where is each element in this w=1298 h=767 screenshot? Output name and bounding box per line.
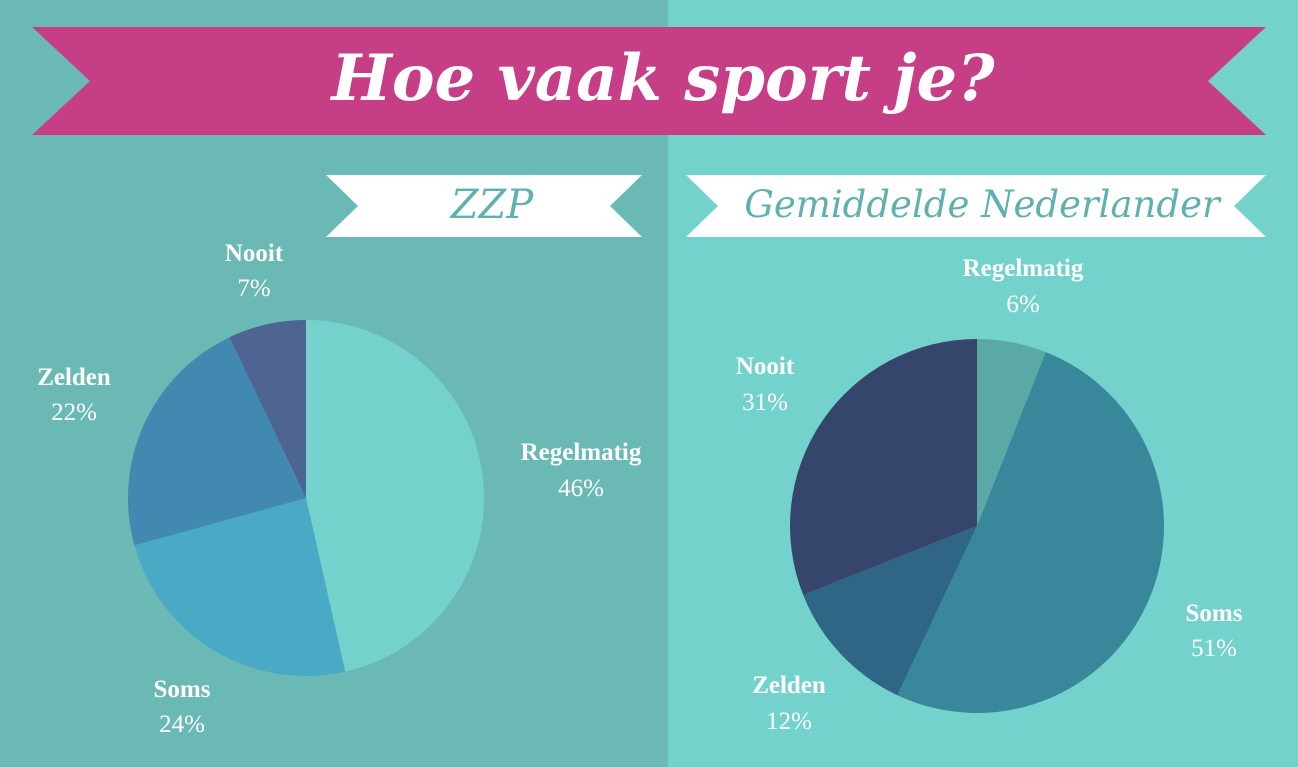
label-zelden-zzp: Zelden <box>37 364 111 391</box>
pie-slice-regelmatig-zzp <box>306 320 485 672</box>
label-soms-zzp: Soms <box>154 676 211 703</box>
page-title: Hoe vaak sport je? <box>329 41 995 116</box>
value-regelmatig-zzp: 46% <box>558 475 604 502</box>
pie-slice-nooit-zzp <box>229 320 306 498</box>
label-nooit-nl: Nooit <box>736 353 795 380</box>
label-group-zzp: Regelmatig 46% Soms 24% Zelden 22% Nooit… <box>37 240 642 738</box>
pie-chart-zzp <box>128 320 485 676</box>
value-zelden-nl: 12% <box>766 708 812 735</box>
pie-chart-nederlander <box>789 339 1165 714</box>
label-regelmatig-zzp: Regelmatig <box>521 439 642 466</box>
pie-slice-zelden-zzp <box>128 337 306 546</box>
value-soms-nl: 51% <box>1191 635 1237 662</box>
label-regelmatig-nl: Regelmatig <box>963 255 1084 282</box>
value-zelden-zzp: 22% <box>51 399 97 426</box>
chart-title-zzp: ZZP <box>449 182 535 228</box>
label-soms-nl: Soms <box>1186 600 1243 627</box>
label-zelden-nl: Zelden <box>752 672 826 699</box>
value-nooit-nl: 31% <box>742 389 788 416</box>
pie-slice-nooit-nl <box>789 339 977 595</box>
title-banner <box>32 27 1266 135</box>
label-nooit-zzp: Nooit <box>225 240 284 267</box>
value-soms-zzp: 24% <box>159 711 205 738</box>
value-nooit-zzp: 7% <box>237 275 270 302</box>
pie-slice-soms-zzp <box>134 498 346 676</box>
pie-slice-soms-nl <box>897 352 1165 714</box>
pie-slice-zelden-nl <box>803 526 977 696</box>
ribbon-left <box>326 175 642 237</box>
pie-slice-regelmatig-nl <box>977 339 1046 526</box>
ribbon-right <box>686 175 1266 237</box>
chart-title-nederlander: Gemiddelde Nederlander <box>744 183 1222 226</box>
value-regelmatig-nl: 6% <box>1006 291 1039 318</box>
label-group-nederlander: Regelmatig 6% Soms 51% Zelden 12% Nooit … <box>736 255 1243 735</box>
